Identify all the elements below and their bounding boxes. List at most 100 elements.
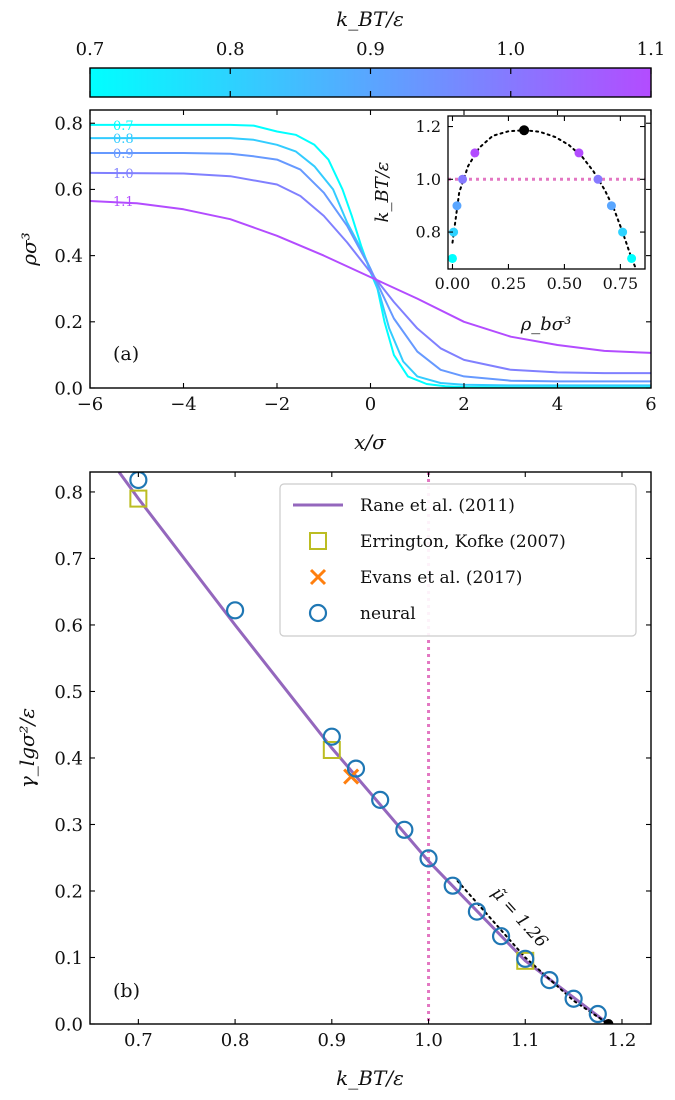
panel-b-ytick-label: 0.3 [54, 815, 83, 836]
inset-critical-point [519, 125, 530, 136]
inset-ytick-label: 0.8 [416, 223, 441, 242]
inset-xtick-label: 0.75 [603, 274, 639, 293]
inset-background [448, 116, 645, 269]
panel-b: 0.7 0.8 0.9 1.0 1.1 1.2 0.0 0.1 0.2 0.3 0.4 0.5 0.6 0… [15, 471, 652, 1090]
inset-ytick-label: 1.0 [416, 170, 441, 189]
legend-box [279, 483, 637, 637]
density-profile-label: 1.1 [113, 195, 134, 210]
density-profile-line [90, 152, 651, 383]
inset-coexistence-point [470, 148, 480, 158]
legend-swatch [309, 568, 327, 586]
panel-a: 0.70.80.91.01.1 −6 −4 −2 0 2 4 60.00.20.40.60.… [17, 109, 657, 454]
data-point-circle [419, 849, 438, 868]
inset-frame [447, 115, 646, 270]
legend-label: Rane et al. (2011) [360, 496, 515, 516]
panel-a-xtick-label: 0 [365, 394, 376, 415]
density-profile-line [90, 171, 651, 375]
data-point-circle [491, 927, 511, 946]
inset-coexistence-point [449, 227, 459, 237]
colorbar-label: k_BT/ε [336, 7, 404, 31]
legend-label: neural [360, 604, 416, 624]
panel-a-label: (a) [113, 343, 139, 365]
legend-swatch [309, 532, 327, 550]
colorbar-tick-label: 0.8 [216, 39, 245, 60]
panel-b-xtick-label: 1.2 [608, 1030, 637, 1051]
inset-coexistence-point [606, 201, 616, 211]
panel-a-xtick-label: −4 [170, 394, 197, 415]
panel-a-ytick-label: 0.0 [54, 378, 83, 399]
panel-b-ytick-label: 0.5 [54, 682, 83, 703]
fit-annotation: μ̃ = 1.26 [487, 883, 551, 951]
data-point-circle [346, 759, 366, 778]
critical-point [603, 1019, 614, 1024]
density-profile-line [90, 123, 651, 388]
data-point-cross [343, 768, 360, 785]
density-profile-label: 0.9 [113, 147, 134, 162]
panel-b-xtick-label: 0.7 [124, 1030, 153, 1051]
data-point-circle [564, 989, 583, 1008]
inset-coexistence-point [627, 253, 637, 263]
legend-items: Rane et al. (2011) Errington, Kofke (2007… [293, 496, 566, 624]
data-point-circle [225, 601, 245, 620]
panel-b-xtick-label: 1.0 [414, 1030, 443, 1051]
panel-a-ytick-label: 0.2 [54, 312, 83, 333]
panel-a-ylabel: ρσ³ [17, 232, 41, 266]
panel-b-ticks: 0.7 0.8 0.9 1.0 1.1 1.2 0.0 0.1 0.2 0.3 0.4 0.5 0.6 0… [54, 472, 651, 1051]
data-point-circle [395, 820, 414, 839]
legend: Rane et al. (2011) Errington, Kofke (2007… [279, 483, 637, 637]
legend-swatch [308, 603, 328, 623]
panel-b-xtick-label: 0.9 [317, 1030, 346, 1051]
inset-ticks: 0.00 0.25 0.50 0.75 0.8 1.0 1.2 [416, 116, 645, 293]
panel-a-ytick-label: 0.6 [54, 180, 83, 201]
density-profile-label: 1.0 [113, 167, 134, 182]
data-point-square [322, 740, 341, 759]
panel-a-ticks: −6 −4 −2 0 2 4 6 0.0 0.2 0.4 0.6 0.8 [54, 110, 657, 415]
panel-b-ylabel: γ_lgσ²/ε [15, 708, 39, 788]
density-profile-line [90, 200, 651, 354]
panel-a-xtick-label: 4 [552, 394, 563, 415]
panel-b-frame [89, 471, 652, 1025]
panel-b-xlabel: k_BT/ε [336, 1066, 404, 1090]
inset-content [448, 125, 645, 269]
data-point-circle [371, 790, 390, 809]
data-point-circle [322, 727, 341, 746]
panel-b-ytick-label: 0.8 [54, 482, 83, 503]
panel-a-xtick-label: 2 [458, 394, 469, 415]
colorbar-ticks: 0.7 0.8 0.9 1.0 1.1 [76, 39, 666, 97]
colorbar-tick-label: 1.1 [637, 39, 666, 60]
inset-coexistence-point [574, 148, 584, 158]
inset-xlabel: ρ_bσ³ [520, 314, 572, 335]
panel-a-xlabel: x/σ [354, 430, 387, 454]
inset-plot: 0.00 0.25 0.50 0.75 0.8 1.0 1.2 ρ_bσ³ k_BT/ε [372, 115, 646, 335]
panel-b-ytick-label: 0.4 [54, 748, 83, 769]
inset-coexistence-point [452, 201, 462, 211]
inset-coexistence-point [448, 253, 457, 263]
colorbar: k_BT/ε 0.7 0.8 0.9 1.0 1.1 [76, 7, 666, 98]
data-point-circle [129, 472, 148, 490]
rane-line [117, 472, 610, 1024]
panel-a-xtick-label: −6 [77, 394, 104, 415]
inset-coexistence-point [458, 174, 468, 184]
data-point-circle [588, 1004, 607, 1024]
panel-b-ytick-label: 0.0 [54, 1014, 83, 1035]
colorbar-tick-label: 0.9 [356, 39, 385, 60]
panel-a-xtick-label: 6 [645, 394, 656, 415]
panel-b-ytick-label: 0.6 [54, 615, 83, 636]
panel-a-curves [90, 123, 651, 388]
data-point-circle [516, 949, 535, 968]
inset-xtick-label: 0.00 [435, 274, 471, 293]
inset-ytick-label: 1.2 [416, 117, 441, 136]
inset-xtick-label: 0.25 [491, 274, 527, 293]
legend-label: Errington, Kofke (2007) [360, 532, 566, 552]
panel-b-xtick-label: 1.1 [511, 1030, 540, 1051]
data-point-circle [443, 876, 462, 895]
panel-b-ytick-label: 0.1 [54, 948, 83, 969]
panel-b-xtick-label: 0.8 [221, 1030, 250, 1051]
colorbar-tick-label: 0.7 [76, 39, 105, 60]
panel-a-curve-labels: 0.70.80.9 1.0 1.1 [113, 119, 134, 210]
inset-coexistence-point [593, 174, 603, 184]
data-point-circle [467, 902, 486, 921]
inset-ylabel: k_BT/ε [372, 162, 393, 223]
colorbar-tick-label: 1.0 [496, 39, 525, 60]
